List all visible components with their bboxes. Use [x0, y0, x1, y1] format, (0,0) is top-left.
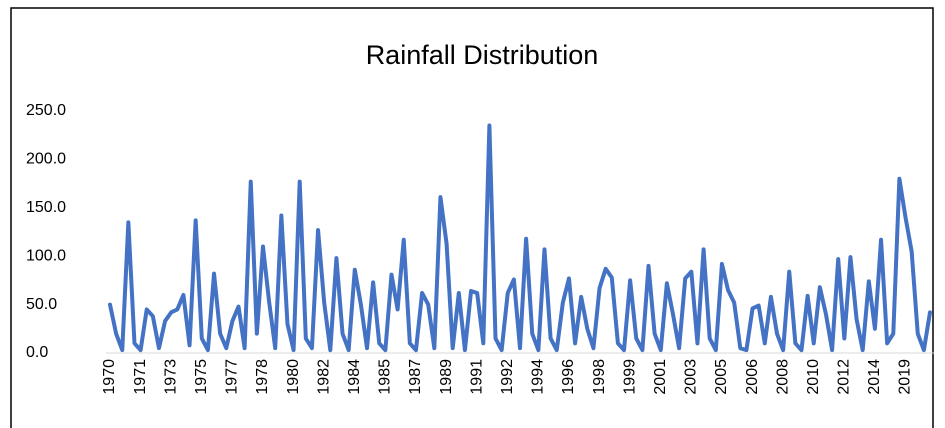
- y-tick-label: 200.0: [26, 151, 66, 168]
- x-tick-label: 1985: [377, 359, 394, 395]
- x-tick-label: 2008: [774, 359, 791, 395]
- x-tick-label: 1982: [315, 359, 332, 395]
- x-tick-label: 2010: [805, 359, 822, 395]
- y-tick-label: 250.0: [26, 102, 66, 119]
- rainfall-line: [108, 123, 932, 353]
- x-tick-label: 1984: [346, 359, 363, 395]
- x-tick-label: 1991: [468, 359, 485, 395]
- x-tick-label: 1971: [132, 359, 149, 395]
- y-tick-label: 0.0: [26, 344, 48, 361]
- x-tick-label: 2005: [713, 359, 730, 395]
- x-tick-label: 1994: [530, 359, 547, 395]
- x-tick-label: 1996: [560, 359, 577, 395]
- x-tick-label: 2019: [897, 359, 914, 395]
- x-tick-label: 1992: [499, 359, 516, 395]
- x-tick-label: 1978: [254, 359, 271, 395]
- x-tick-label: 1977: [224, 359, 241, 395]
- x-tick-label: 1973: [162, 359, 179, 395]
- x-tick-label: 1987: [407, 359, 424, 395]
- chart-title: Rainfall Distribution: [366, 40, 599, 70]
- x-tick-label: 2012: [836, 359, 853, 395]
- x-tick-label: 1980: [285, 359, 302, 395]
- x-tick-label: 2006: [744, 359, 761, 395]
- x-tick-label: 2001: [652, 359, 669, 395]
- x-tick-label: 1998: [591, 359, 608, 395]
- y-tick-label: 150.0: [26, 199, 66, 216]
- x-tick-label: 1989: [438, 359, 455, 395]
- y-tick-label: 100.0: [26, 247, 66, 264]
- x-tick-label: 2003: [683, 359, 700, 395]
- y-tick-label: 50.0: [26, 296, 57, 313]
- x-tick-label: 1970: [101, 359, 118, 395]
- x-tick-label: 1999: [621, 359, 638, 395]
- chart-border: [10, 7, 934, 428]
- x-tick-label: 2014: [866, 359, 883, 395]
- x-tick-label: 1975: [193, 359, 210, 395]
